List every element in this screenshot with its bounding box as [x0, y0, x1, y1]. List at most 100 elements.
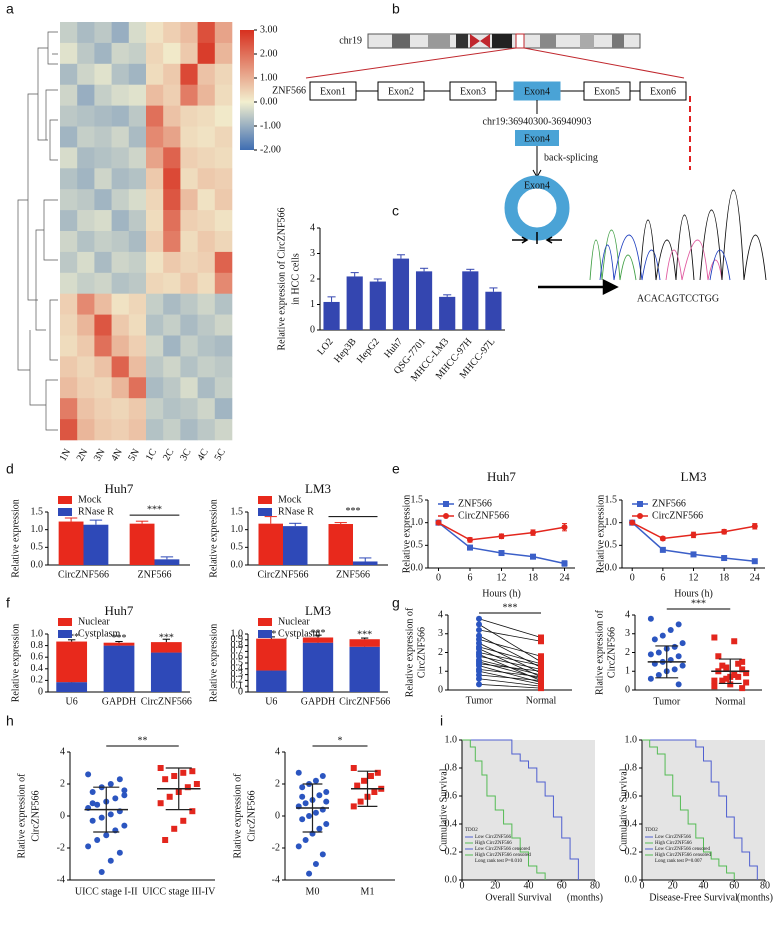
exon-box	[515, 130, 559, 146]
exon-label: Exon1	[320, 86, 346, 97]
marker	[719, 662, 726, 669]
heatmap-cell	[180, 419, 198, 441]
y-tick-label: 0.9	[231, 634, 244, 645]
y-tick-label: 1.0	[411, 517, 424, 528]
heatmap-cell	[146, 314, 164, 336]
y-tick-label: 0.0	[605, 562, 618, 573]
heatmap-cell	[180, 63, 198, 85]
marker	[116, 776, 123, 783]
x-tick-label: 80	[760, 880, 770, 891]
bar	[323, 301, 340, 330]
heatmap-cell	[180, 398, 198, 420]
heatmap-cell	[163, 419, 181, 441]
column-label: 3N	[92, 447, 108, 463]
marker	[467, 544, 473, 551]
bar	[369, 281, 386, 330]
marker	[476, 621, 482, 628]
y-tick-label: 0.8	[231, 640, 244, 651]
heatmap-cell	[111, 147, 130, 169]
heatmap-cell	[77, 314, 95, 336]
y-tick-label: 1.0	[31, 524, 44, 535]
y-axis-label: Cumulative Survival	[618, 768, 629, 851]
marker	[312, 777, 319, 784]
bar-segment	[56, 641, 88, 683]
heatmap-cell	[214, 42, 233, 65]
x-tick-label: CircZNF566	[339, 696, 390, 707]
chart-title: LM3	[305, 603, 331, 618]
heatmap-cell	[111, 105, 130, 127]
marker	[319, 773, 326, 779]
heatmap-cell	[146, 84, 164, 106]
marker	[98, 869, 105, 875]
marker	[735, 673, 742, 680]
column-label: 2C	[161, 447, 177, 463]
heatmap-cell	[146, 22, 164, 44]
marker	[727, 681, 734, 688]
y-axis-label: Relative expression of	[404, 607, 415, 697]
heatmap-cell	[146, 189, 164, 211]
legend-label: ZNF566	[652, 498, 686, 509]
x-tick-label: GAPDH	[301, 696, 335, 707]
bar	[328, 524, 353, 565]
heatmap-cell	[77, 251, 95, 274]
y-tick-label: -2	[57, 842, 65, 853]
heatmap-cell	[128, 293, 147, 315]
y-axis-label: Rlative expression of	[232, 773, 243, 859]
heatmap-cell	[180, 42, 198, 65]
heatmap-cell	[111, 22, 130, 44]
y-tick-label: 0.6	[445, 790, 458, 801]
diagram: chr19 ZNF566 Exon1 Exon2 Exon3 Exon4 Exo…	[272, 33, 767, 304]
marker	[561, 560, 568, 567]
y-axis-label: Rlative expression of	[594, 609, 605, 695]
y-tick-label: 1	[310, 299, 315, 310]
heatmap-cell	[214, 147, 233, 169]
y-tick-label: 0	[38, 686, 43, 697]
y-tick-label: 0.0	[445, 874, 458, 885]
bar	[283, 526, 308, 565]
x-tick-label: M0	[306, 886, 320, 897]
panel-label: d	[6, 461, 14, 477]
marker	[302, 800, 309, 807]
y-tick-label: 4	[438, 609, 443, 620]
marker	[637, 501, 643, 507]
panel-label: h	[6, 713, 14, 729]
y-axis-label: CircZNF566	[416, 627, 427, 678]
y-tick-label: 0.2	[445, 846, 458, 857]
legend-label: CircZNF566	[652, 510, 703, 521]
y-tick-label: 0.4	[625, 818, 638, 829]
marker	[121, 787, 128, 794]
dendrogram	[17, 31, 58, 431]
legend-label: Mock	[278, 494, 301, 505]
y-tick-label: 0.5	[231, 657, 244, 668]
process-label: back-splicing	[544, 152, 598, 163]
marker	[751, 558, 758, 565]
exon-box	[639, 81, 687, 101]
legend-swatch	[58, 508, 72, 516]
y-tick-label: -4	[272, 874, 280, 885]
marker	[538, 662, 544, 669]
heatmap-cell	[214, 356, 233, 378]
marker	[107, 857, 114, 864]
heatmap-cell	[146, 398, 164, 420]
heatmap-cell	[214, 377, 233, 399]
y-tick-label: 0.6	[625, 790, 638, 801]
heatmap-cell	[60, 84, 78, 106]
marker	[538, 677, 544, 684]
heatmap-cell	[94, 147, 112, 169]
x-tick-label: UICC stage III-IV	[142, 886, 216, 897]
y-tick-label: 1.5	[411, 494, 424, 505]
marker	[302, 837, 309, 843]
marker	[316, 825, 323, 832]
y-tick-label: 0.6	[231, 651, 244, 662]
heatmap-cell	[214, 168, 233, 190]
x-tick-label: U6	[265, 696, 277, 707]
heatmap-cell	[60, 147, 78, 169]
y-tick-label: 1.5	[605, 494, 618, 505]
heatmap-cell	[128, 210, 147, 232]
x-tick-label: 24	[750, 572, 760, 583]
heatmap-cell	[214, 293, 233, 315]
marker	[679, 662, 686, 669]
x-tick-label: 6	[660, 572, 665, 583]
panel-label: b	[392, 1, 400, 17]
marker	[498, 533, 505, 540]
